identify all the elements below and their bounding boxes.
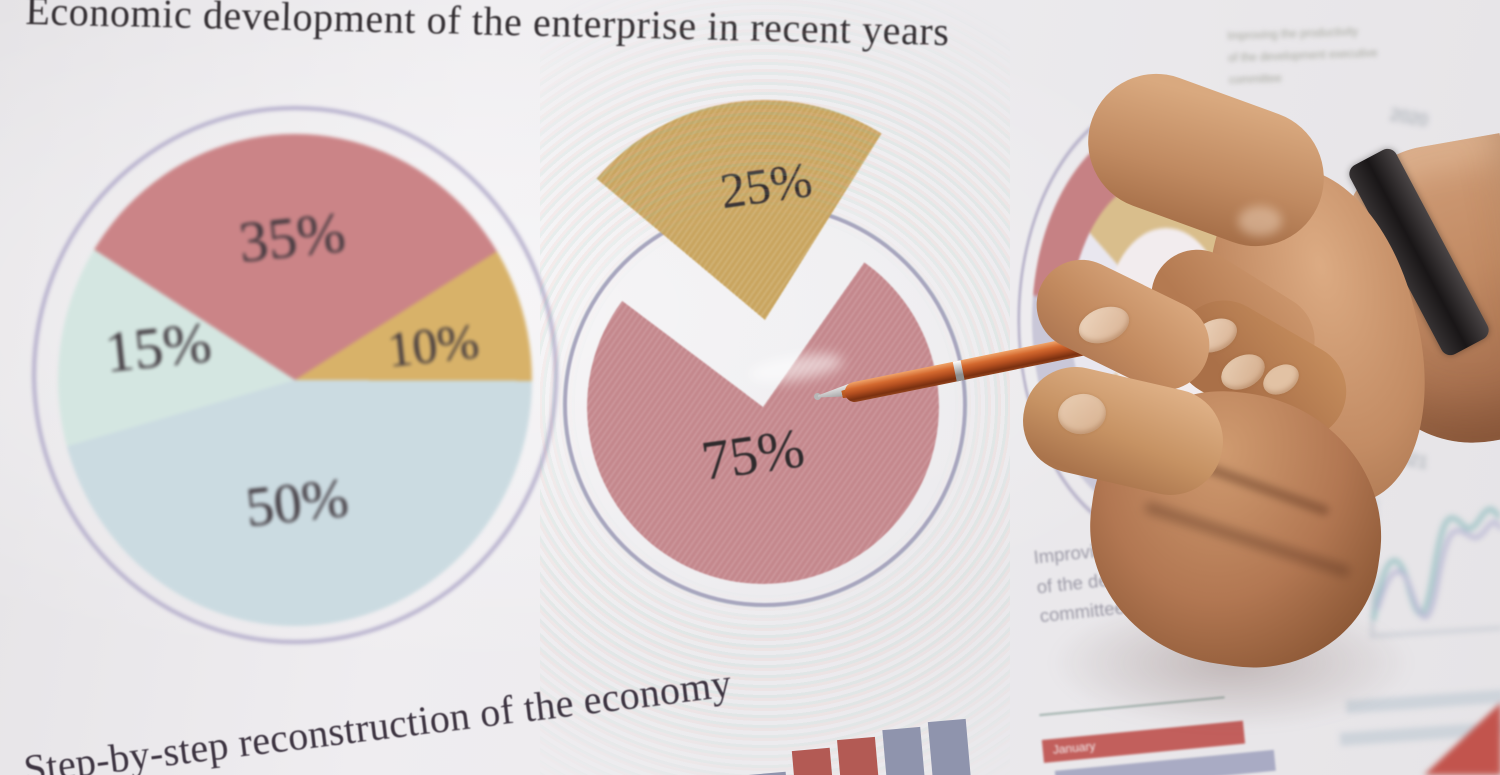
moire-pattern [540, 0, 1010, 775]
knuckle-highlight [1238, 206, 1282, 236]
pen-silver-ring [952, 360, 965, 382]
pie-left-disc [58, 134, 532, 626]
pie-middle-disc [587, 230, 939, 584]
pen-ballpoint [814, 393, 821, 400]
pie-chart-left: 35% 15% 10% 50% [0, 0, 600, 775]
year-label-top: 2020 [1388, 104, 1430, 131]
pie-chart-middle: 25% 75% [545, 100, 985, 607]
